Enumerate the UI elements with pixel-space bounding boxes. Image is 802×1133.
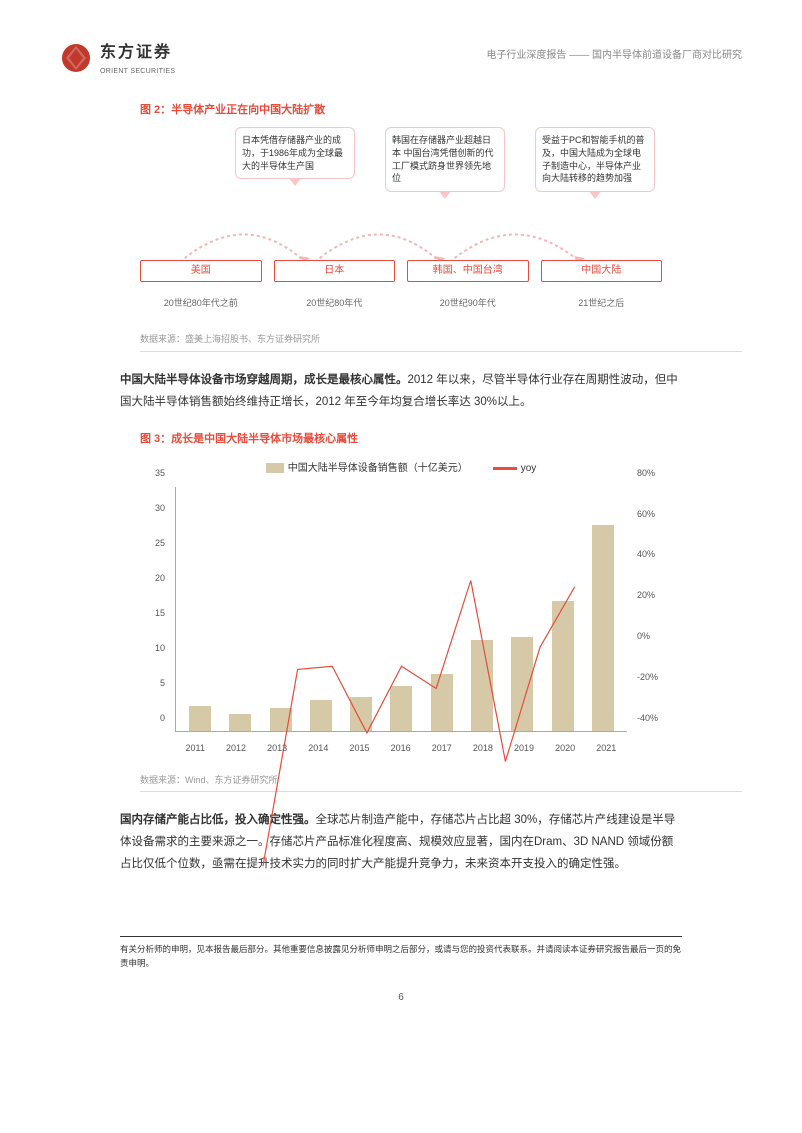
logo-icon bbox=[60, 42, 92, 74]
y-tick-left: 15 bbox=[155, 605, 165, 619]
legend-line-label: yoy bbox=[521, 463, 537, 474]
timeline-eras: 20世纪80年代之前 20世纪80年代 20世纪90年代 21世纪之后 bbox=[140, 296, 662, 310]
bar bbox=[511, 637, 533, 731]
paragraph-2-bold: 国内存储产能占比低，投入确定性强。 bbox=[120, 814, 316, 826]
chart-legend: 中国大陆半导体设备销售额（十亿美元） yoy bbox=[140, 461, 662, 477]
timeline-boxes: 美国日本韩国、中国台湾中国大陆 bbox=[140, 260, 662, 282]
header-subtitle: 电子行业深度报告 —— 国内半导体前道设备厂商对比研究 bbox=[486, 48, 742, 64]
logo-text-cn: 东方证券 bbox=[100, 40, 175, 66]
x-tick: 2018 bbox=[473, 741, 493, 755]
legend-bar-label: 中国大陆半导体设备销售额（十亿美元） bbox=[288, 463, 468, 474]
timeline-box: 韩国、中国台湾 bbox=[407, 260, 529, 282]
bar bbox=[189, 706, 211, 731]
timeline-box: 中国大陆 bbox=[541, 260, 663, 282]
bar bbox=[229, 714, 251, 731]
bar bbox=[270, 708, 292, 731]
y-tick-left: 0 bbox=[160, 710, 165, 724]
bar bbox=[310, 700, 332, 731]
bar bbox=[592, 525, 614, 731]
x-tick: 2015 bbox=[349, 741, 369, 755]
figure2-diagram: 日本凭借存储器产业的成功，于1986年成为全球最大的半导体生产国韩国在存储器产业… bbox=[140, 127, 662, 322]
paragraph-1-bold: 中国大陆半导体设备市场穿越周期，成长是最核心属性。 bbox=[120, 374, 408, 386]
x-tick: 2016 bbox=[391, 741, 411, 755]
x-axis: 2011 2012 2013 2014 2015 2016 2017 2018 2019 2020… bbox=[175, 741, 627, 755]
y-tick-left: 25 bbox=[155, 535, 165, 549]
bar bbox=[471, 640, 493, 731]
y-tick-right: -20% bbox=[637, 670, 658, 684]
x-tick: 2020 bbox=[555, 741, 575, 755]
x-tick: 2011 bbox=[186, 741, 205, 755]
callout-box: 日本凭借存储器产业的成功，于1986年成为全球最大的半导体生产国 bbox=[235, 127, 355, 179]
paragraph-2: 国内存储产能占比低，投入确定性强。全球芯片制造产能中，存储芯片占比超 30%，存… bbox=[120, 810, 682, 876]
page-number: 6 bbox=[60, 990, 742, 1006]
callout-box: 受益于PC和智能手机的普及，中国大陆成为全球电子制造中心，半导体产业向大陆转移的… bbox=[535, 127, 655, 191]
paragraph-1: 中国大陆半导体设备市场穿越周期，成长是最核心属性。2012 年以来，尽管半导体行… bbox=[120, 370, 682, 414]
callout-box: 韩国在存储器产业超越日本 中国台湾凭借创新的代工厂模式跻身世界领先地位 bbox=[385, 127, 505, 191]
y-tick-right: 40% bbox=[637, 547, 655, 561]
x-tick: 2017 bbox=[432, 741, 452, 755]
chart-area bbox=[175, 487, 627, 732]
bar bbox=[390, 686, 412, 731]
bar bbox=[431, 674, 453, 731]
timeline-arrows bbox=[140, 202, 660, 267]
era-label: 21世纪之后 bbox=[541, 296, 663, 310]
bar bbox=[552, 601, 574, 731]
y-tick-right: 60% bbox=[637, 506, 655, 520]
legend-line-swatch bbox=[493, 467, 517, 470]
y-tick-left: 20 bbox=[155, 570, 165, 584]
y-tick-left: 5 bbox=[160, 675, 165, 689]
x-tick: 2012 bbox=[226, 741, 246, 755]
page-header: 东方证券 ORIENT SECURITIES 电子行业深度报告 —— 国内半导体… bbox=[60, 40, 742, 77]
logo-text-en: ORIENT SECURITIES bbox=[100, 66, 175, 77]
era-label: 20世纪80年代 bbox=[274, 296, 396, 310]
legend-bar-swatch bbox=[266, 463, 284, 473]
x-tick: 2014 bbox=[308, 741, 328, 755]
y-axis-left: 05101520253035 bbox=[140, 487, 170, 732]
footer-disclaimer: 有关分析师的申明，见本报告最后部分。其他重要信息披露见分析师申明之后部分，或请与… bbox=[120, 936, 682, 970]
y-tick-left: 35 bbox=[155, 465, 165, 479]
y-tick-left: 30 bbox=[155, 500, 165, 514]
x-tick: 2021 bbox=[596, 741, 616, 755]
figure3-source: 数据来源：Wind、东方证券研究所 bbox=[140, 773, 742, 792]
y-tick-right: 20% bbox=[637, 588, 655, 602]
x-tick: 2019 bbox=[514, 741, 534, 755]
era-label: 20世纪80年代之前 bbox=[140, 296, 262, 310]
y-tick-right: 80% bbox=[637, 465, 655, 479]
timeline-box: 美国 bbox=[140, 260, 262, 282]
y-axis-right: -40%-20%0%20%40%60%80% bbox=[632, 487, 662, 732]
y-tick-left: 10 bbox=[155, 640, 165, 654]
era-label: 20世纪90年代 bbox=[407, 296, 529, 310]
figure3-chart: 中国大陆半导体设备销售额（十亿美元） yoy 0 5 10 15 20 25 30 35 -4… bbox=[140, 457, 662, 767]
y-tick-right: 0% bbox=[637, 629, 650, 643]
y-tick-right: -40% bbox=[637, 710, 658, 724]
bars-container bbox=[176, 487, 627, 731]
bar bbox=[350, 697, 372, 731]
timeline-box: 日本 bbox=[274, 260, 396, 282]
figure2-title: 图 2：半导体产业正在向中国大陆扩散 bbox=[140, 102, 742, 120]
figure2-source: 数据来源：盛美上海招股书、东方证券研究所 bbox=[140, 332, 742, 351]
figure3-title: 图 3：成长是中国大陆半导体市场最核心属性 bbox=[140, 431, 742, 449]
x-tick: 2013 bbox=[267, 741, 287, 755]
logo: 东方证券 ORIENT SECURITIES bbox=[60, 40, 175, 77]
